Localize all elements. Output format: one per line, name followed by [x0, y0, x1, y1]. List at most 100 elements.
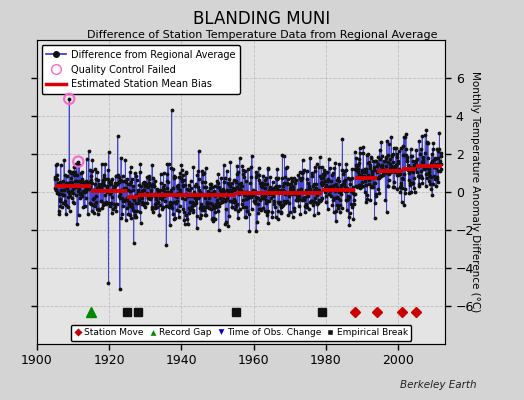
Point	[151, 201, 159, 208]
Point	[433, 146, 441, 152]
Point	[274, 208, 282, 214]
Point	[267, 195, 276, 201]
Point	[245, 193, 253, 200]
Point	[149, 183, 158, 189]
Point	[367, 184, 375, 190]
Point	[412, 163, 420, 169]
Point	[315, 190, 324, 196]
Point	[177, 191, 185, 197]
Point	[235, 190, 243, 197]
Point	[353, 174, 361, 180]
Point	[87, 201, 95, 207]
Point	[312, 185, 320, 191]
Point	[330, 182, 339, 188]
Point	[74, 212, 83, 218]
Point	[70, 200, 78, 206]
Point	[424, 168, 433, 175]
Point	[330, 164, 339, 171]
Point	[213, 177, 221, 184]
Point	[184, 221, 192, 228]
Point	[165, 204, 173, 210]
Point	[370, 215, 379, 222]
Point	[95, 184, 104, 190]
Point	[160, 182, 169, 188]
Point	[362, 169, 370, 175]
Point	[196, 214, 204, 221]
Point	[298, 197, 306, 204]
Point	[75, 178, 83, 184]
Point	[55, 191, 63, 198]
Text: Berkeley Earth: Berkeley Earth	[400, 380, 477, 390]
Point	[170, 172, 179, 179]
Point	[101, 191, 110, 198]
Point	[154, 198, 162, 205]
Point	[94, 206, 103, 212]
Point	[282, 164, 291, 170]
Point	[401, 186, 409, 192]
Point	[349, 184, 357, 190]
Point	[132, 214, 140, 220]
Point	[336, 184, 345, 190]
Point	[392, 154, 401, 160]
Point	[175, 214, 183, 220]
Point	[198, 179, 206, 186]
Point	[96, 183, 104, 189]
Point	[275, 200, 283, 206]
Point	[155, 212, 163, 219]
Point	[249, 192, 258, 198]
Point	[283, 181, 292, 187]
Point	[281, 190, 290, 197]
Point	[434, 168, 443, 174]
Point	[346, 176, 354, 182]
Point	[303, 204, 311, 210]
Point	[140, 187, 148, 194]
Point	[178, 167, 186, 173]
Point	[333, 177, 341, 183]
Point	[254, 201, 263, 207]
Point	[422, 126, 431, 133]
Point	[86, 167, 94, 173]
Point	[421, 150, 429, 156]
Point	[191, 195, 199, 201]
Point	[116, 195, 125, 201]
Point	[326, 183, 335, 189]
Point	[300, 196, 309, 202]
Point	[128, 187, 137, 194]
Point	[192, 199, 200, 206]
Point	[219, 198, 227, 204]
Point	[346, 201, 355, 207]
Point	[270, 201, 279, 207]
Point	[385, 141, 393, 147]
Point	[353, 165, 362, 171]
Point	[160, 186, 168, 192]
Point	[323, 169, 331, 175]
Point	[291, 189, 300, 196]
Point	[340, 168, 348, 174]
Point	[185, 199, 194, 205]
Point	[234, 168, 243, 175]
Point	[257, 207, 265, 214]
Point	[162, 184, 171, 191]
Point	[199, 170, 207, 177]
Point	[309, 198, 318, 204]
Point	[121, 197, 129, 204]
Point	[306, 199, 314, 205]
Point	[352, 155, 361, 161]
Point	[234, 180, 243, 187]
Point	[119, 198, 128, 204]
Point	[361, 178, 369, 185]
Point	[289, 187, 298, 193]
Point	[95, 207, 103, 213]
Point	[250, 190, 258, 197]
Point	[384, 152, 392, 158]
Point	[110, 182, 118, 189]
Point	[375, 190, 383, 196]
Point	[176, 187, 184, 193]
Point	[80, 183, 89, 190]
Point	[302, 186, 311, 193]
Point	[311, 195, 320, 202]
Point	[51, 176, 59, 182]
Point	[90, 195, 98, 202]
Point	[325, 183, 334, 190]
Point	[107, 210, 116, 216]
